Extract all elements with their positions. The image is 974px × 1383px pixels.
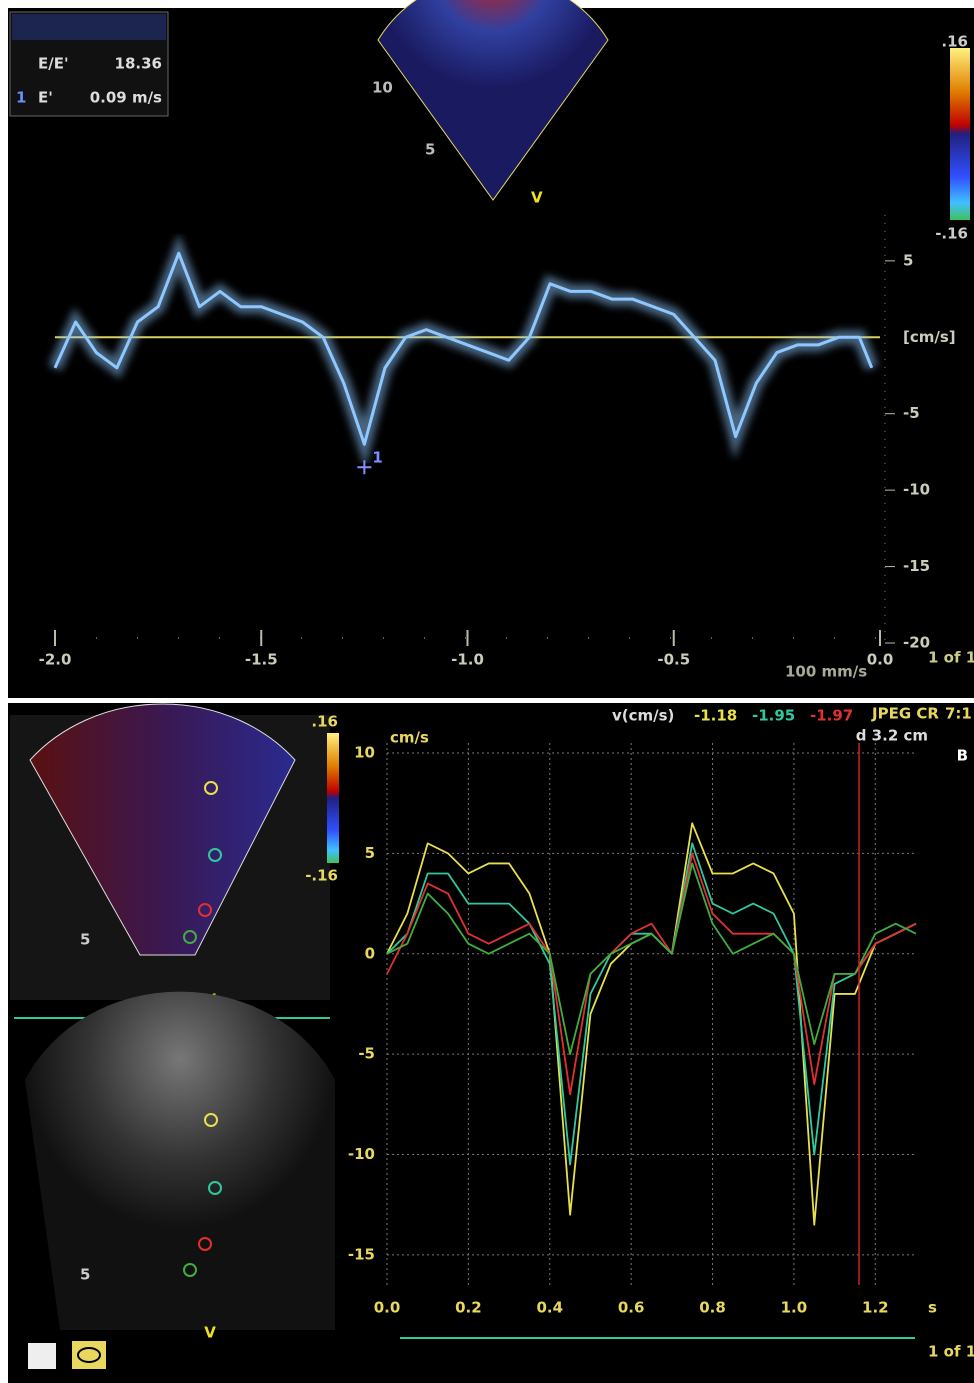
- readout-label: v(cm/s): [612, 707, 674, 725]
- y-tick-label: -10: [348, 1145, 375, 1163]
- toolbar: [12, 14, 166, 40]
- roi: [204, 781, 218, 795]
- velocity-curve: [386, 862, 917, 1056]
- label: E': [38, 89, 53, 107]
- depth-label: 5: [425, 141, 435, 159]
- x-tick-label: 1.2: [862, 1299, 889, 1317]
- roi: [204, 1113, 218, 1127]
- bmode-image: [25, 991, 335, 1330]
- roi: [208, 1181, 222, 1195]
- velocity-trace: [53, 251, 874, 446]
- color-bar: [327, 733, 339, 863]
- page-indicator: 1 of 1: [928, 649, 974, 667]
- x-tick-label: 0.6: [618, 1299, 645, 1317]
- sweep-speed: 100 mm/s: [785, 663, 867, 681]
- x-tick-label: -2.0: [39, 651, 72, 669]
- cursor-label: 1: [372, 449, 382, 467]
- y-tick-label: 10: [354, 744, 375, 762]
- page-indicator: 1 of 1: [928, 1343, 974, 1361]
- label: E/E': [38, 55, 69, 73]
- roi: [208, 848, 222, 862]
- x-tick-label: 0.4: [536, 1299, 563, 1317]
- scale-min: -.16: [305, 867, 338, 885]
- panel-label: B: [957, 747, 968, 765]
- scale-max: .16: [311, 713, 338, 731]
- roi: [198, 1237, 212, 1251]
- y-unit: cm/s: [390, 729, 429, 747]
- x-tick-label: 0.2: [455, 1299, 482, 1317]
- ellipse-icon: [77, 1347, 101, 1363]
- x-tick-label: -1.0: [451, 651, 484, 669]
- velocity-curve: [386, 852, 917, 1096]
- y-tick-label: -10: [903, 481, 930, 499]
- depth-label: 5: [80, 931, 90, 949]
- ratio: 7:1: [945, 705, 972, 723]
- y-label: [cm/s]: [903, 328, 956, 346]
- y-tick-label: -15: [348, 1245, 375, 1263]
- y-tick-label: -15: [903, 557, 930, 575]
- value: 0.09 m/s: [90, 89, 162, 107]
- y-tick-label: -5: [358, 1045, 375, 1063]
- pen-button[interactable]: [28, 1343, 56, 1369]
- value: 18.36: [115, 55, 162, 73]
- marker: V: [204, 1324, 216, 1342]
- y-tick-label: 5: [365, 844, 375, 862]
- x-tick-label: 0.0: [374, 1299, 401, 1317]
- scale-min: -.16: [935, 225, 968, 243]
- color-bar: [950, 48, 970, 220]
- sector-image: [29, 703, 296, 956]
- distance: d 3.2 cm: [856, 727, 928, 745]
- x-tick-label: -1.5: [245, 651, 278, 669]
- marker: V: [531, 189, 543, 207]
- readout: -1.97: [810, 707, 853, 725]
- roi: [183, 1263, 197, 1277]
- readout: -1.18: [694, 707, 737, 725]
- y-tick-label: -5: [903, 404, 920, 422]
- roi: [198, 903, 212, 917]
- x-tick-label: 1.0: [781, 1299, 808, 1317]
- sector-image: [377, 0, 609, 201]
- depth-label: 10: [372, 79, 393, 97]
- codec: JPEG CR: [871, 705, 939, 723]
- y-tick-label: 5: [903, 251, 913, 269]
- y-tick-label: -20: [903, 634, 930, 652]
- cursor: [357, 460, 372, 475]
- readout: -1.95: [752, 707, 795, 725]
- y-tick-label: 0: [365, 944, 375, 962]
- depth-label: 5: [80, 1266, 90, 1284]
- label: 1: [16, 89, 26, 107]
- x-tick-label: -0.5: [657, 651, 690, 669]
- x-unit: s: [928, 1299, 937, 1317]
- scale-max: .16: [941, 33, 968, 51]
- roi: [183, 930, 197, 944]
- x-tick-label: 0.8: [699, 1299, 726, 1317]
- x-tick-label: 0.0: [867, 651, 894, 669]
